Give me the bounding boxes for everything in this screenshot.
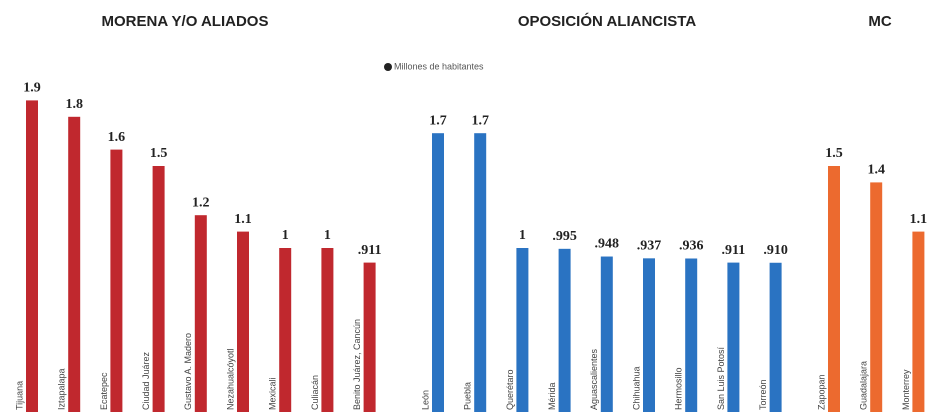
category-label: Mexicali bbox=[268, 377, 278, 410]
bar bbox=[237, 231, 249, 412]
category-label: Benito Juárez, Cancún bbox=[352, 319, 362, 410]
value-label: .911 bbox=[358, 243, 382, 258]
bar bbox=[558, 248, 571, 412]
group-title: MORENA Y/O ALIADOS bbox=[102, 13, 269, 30]
bar bbox=[769, 262, 782, 412]
value-label: .910 bbox=[763, 243, 788, 258]
value-label: 1 bbox=[282, 228, 289, 243]
category-label: Mérida bbox=[547, 382, 557, 410]
category-label: Puebla bbox=[463, 382, 473, 410]
bar bbox=[321, 248, 334, 412]
bar bbox=[152, 166, 165, 412]
bar bbox=[643, 258, 655, 412]
category-label: Nezahualcóyotl bbox=[225, 348, 235, 410]
category-label: Monterrey bbox=[901, 369, 911, 410]
category-label: Gustavo A. Madero bbox=[183, 333, 193, 410]
category-label: Guadalajara bbox=[859, 361, 869, 410]
category-label: Iztapalapa bbox=[57, 368, 67, 410]
value-label: 1.6 bbox=[108, 130, 126, 145]
value-label: .911 bbox=[722, 243, 746, 258]
group-title: OPOSICIÓN ALIANCISTA bbox=[518, 12, 697, 30]
category-label: Torreón bbox=[758, 379, 768, 410]
value-label: 1.8 bbox=[65, 97, 83, 112]
value-label: 1.7 bbox=[471, 113, 489, 128]
category-label: Tijuana bbox=[14, 381, 24, 410]
bar bbox=[279, 248, 292, 412]
value-label: 1.4 bbox=[867, 163, 885, 178]
bar bbox=[685, 258, 698, 412]
bar bbox=[363, 262, 376, 412]
value-label: .937 bbox=[637, 239, 662, 254]
value-label: 1 bbox=[324, 228, 331, 243]
bar bbox=[26, 100, 38, 413]
bar bbox=[828, 166, 840, 412]
group-title: MC bbox=[868, 13, 891, 30]
bar bbox=[727, 262, 740, 412]
category-label: Ecatepec bbox=[99, 372, 109, 410]
bar bbox=[600, 256, 613, 412]
value-label: .936 bbox=[679, 239, 704, 254]
value-label: .995 bbox=[552, 229, 577, 244]
bar bbox=[870, 182, 883, 412]
value-label: 1.5 bbox=[150, 146, 168, 161]
category-label: Culiacán bbox=[310, 375, 320, 410]
category-label: León bbox=[420, 390, 430, 410]
value-label: 1.7 bbox=[429, 113, 447, 128]
legend-label: Millones de habitantes bbox=[394, 61, 484, 71]
bar bbox=[194, 215, 207, 412]
value-label: 1.1 bbox=[910, 212, 928, 227]
category-label: Hermosillo bbox=[674, 367, 684, 410]
category-label: Querétaro bbox=[505, 369, 515, 410]
value-label: 1.2 bbox=[192, 195, 210, 210]
bar bbox=[912, 231, 925, 412]
category-label: Ciudad Juárez bbox=[141, 351, 151, 410]
value-label: 1.1 bbox=[234, 212, 252, 227]
value-label: 1.5 bbox=[825, 146, 843, 161]
value-label: .948 bbox=[595, 237, 620, 252]
legend-swatch bbox=[384, 63, 392, 71]
category-label: Zapopan bbox=[816, 374, 826, 410]
value-label: 1 bbox=[519, 228, 526, 243]
bar bbox=[110, 149, 123, 412]
category-label: San Luis Potosí bbox=[716, 346, 726, 410]
bar bbox=[68, 116, 81, 413]
bar bbox=[432, 133, 444, 412]
bar bbox=[516, 248, 529, 412]
value-label: 1.9 bbox=[23, 81, 41, 96]
category-label: Aguascalientes bbox=[589, 348, 599, 410]
category-label: Chihuahua bbox=[631, 366, 641, 410]
bar bbox=[474, 133, 487, 412]
